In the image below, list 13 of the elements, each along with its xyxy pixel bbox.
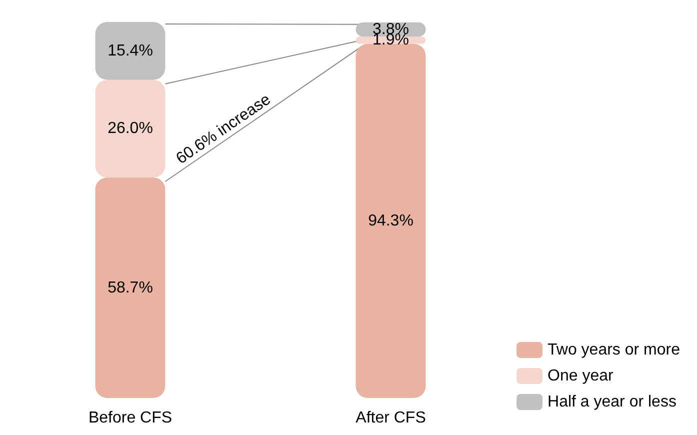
x-tick-label: After CFS: [356, 410, 426, 426]
data-label: 58.7%: [108, 279, 153, 296]
bar: [356, 44, 426, 398]
data-label: 26.0%: [108, 120, 153, 138]
bar: [95, 178, 166, 398]
data-label: 94.3%: [368, 212, 414, 230]
legend-label: Half a year or less: [548, 394, 676, 410]
data-label: 15.4%: [108, 42, 153, 60]
bar: [95, 22, 166, 80]
legend-label: One year: [548, 368, 614, 384]
x-tick-label: Before CFS: [88, 410, 172, 426]
legend-label: Two years or more: [548, 342, 680, 358]
bar: [95, 80, 166, 178]
